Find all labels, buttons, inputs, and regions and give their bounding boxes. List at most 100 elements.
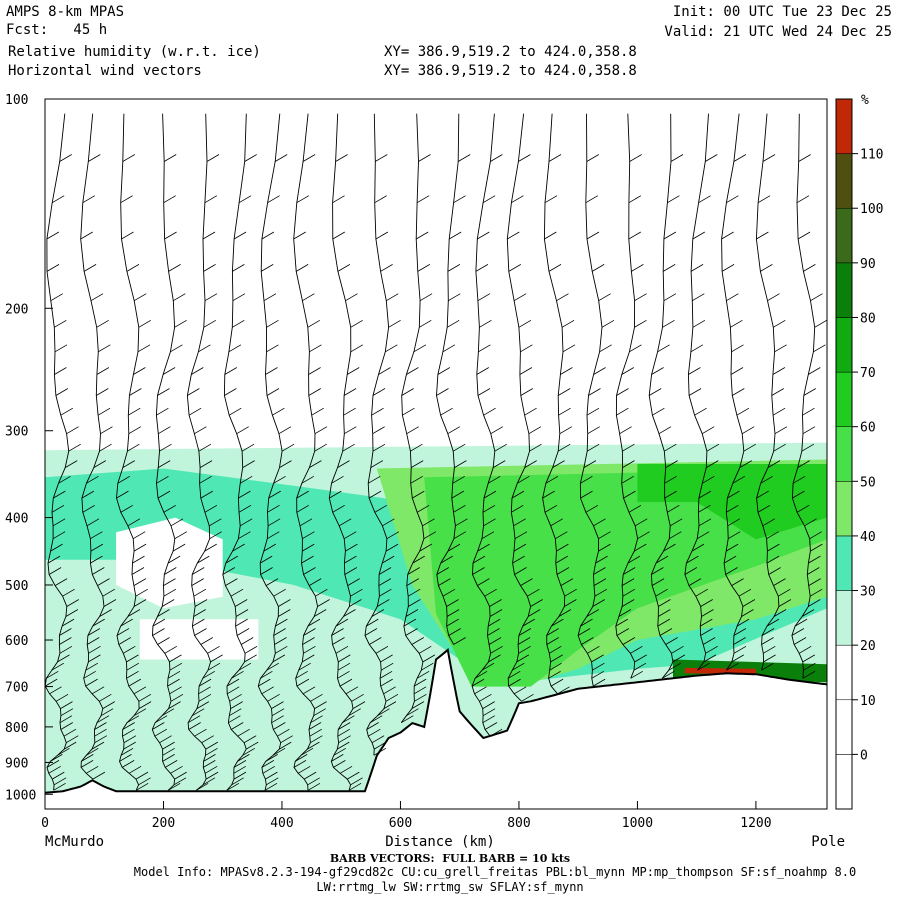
barb-flag [88,654,101,663]
barb-flag [479,693,492,702]
barb-flag [96,367,110,375]
barb-flag [343,609,356,617]
barb-flag [205,771,219,780]
barb-flag [266,319,279,328]
barb-flag [367,475,381,484]
barb-flag [170,518,184,527]
barb-flag [164,760,178,768]
barb-flag [476,367,490,375]
barb-flag [741,609,754,617]
barb-flag [187,388,200,396]
barb-flag [618,609,632,617]
barb-flag [265,771,278,780]
barb-flag [350,319,363,328]
barb-flag [132,555,145,564]
barb-flag [742,599,756,607]
barb-flag [46,264,60,272]
barb-flag [630,645,643,654]
barb-flag [238,195,252,204]
barb-flag [61,618,75,627]
barb-flag [477,578,490,586]
barb-flag [347,578,360,586]
barb-flag [731,344,744,353]
barb-flag [418,645,432,654]
barb-flag [93,460,107,468]
barb-flag [118,637,132,645]
wind-barbs [45,113,827,791]
barb-flag [416,670,430,679]
field-title: Relative humidity (w.r.t. ice) [8,44,261,60]
barb-flag [196,701,210,709]
barb-flag [371,407,384,416]
barb-flag [157,490,171,499]
barb-flag [803,264,816,272]
barb-flag [488,654,501,663]
barb-flag [524,460,537,468]
barb-flag [630,670,643,679]
barb-flag [66,735,79,744]
barb-flag [198,344,211,353]
barb-flag [59,637,72,645]
barb-flag [245,741,259,750]
barb-flag [655,555,669,564]
barb-flag [378,367,391,375]
barb-flag [163,504,177,513]
barb-flag [385,693,399,702]
barb-flag [490,426,504,435]
barb-flag [621,475,634,484]
barb-flag [266,388,280,396]
colorbar-segment [835,590,853,646]
barb-flag [278,609,291,617]
barb-flag [162,741,175,750]
barb-flag [696,531,710,540]
barb-flag [490,154,503,162]
barb-flag [725,543,739,552]
barb-flag [598,293,611,302]
barb-flag [167,678,180,687]
barb-flag [587,645,600,654]
barb-flag [593,367,606,375]
barb-flag [580,490,593,499]
barb-flag [413,686,427,695]
barb-column [328,113,354,791]
barb-flag [126,670,139,679]
barb-flag [163,154,177,162]
barb-flag [162,754,175,762]
barb-flag [446,599,459,607]
barb-flag [57,654,70,663]
barb-flag [207,645,220,654]
barb-flag [53,777,67,786]
barb-flag [803,662,816,671]
barb-flag [47,555,61,564]
barb-flag [226,782,240,791]
barb-flag [64,460,78,468]
barb-flag [308,367,321,375]
barb-flag [301,475,315,484]
barb-flag [637,531,650,540]
barb-flag [659,628,673,636]
barb-flag [814,319,827,328]
barb-flag [601,319,615,328]
barb-flag [193,609,206,617]
forecast-hour: Fcst: 45 h [6,22,108,38]
barb-flag [335,618,349,627]
barb-flag [797,231,811,240]
barb-flag [259,555,273,564]
barb-flag [244,654,257,663]
barb-flag [375,645,389,654]
barb-flag [725,567,738,575]
barb-flag [129,388,142,396]
barb-flag [545,475,559,484]
barb-flag [157,460,171,468]
barb-flag [97,407,111,416]
barb-flag [302,686,316,695]
barb-flag [343,388,357,396]
barb-flag [802,670,816,679]
barb-flag [664,475,677,484]
barb-flag [484,722,498,730]
barb-flag [403,618,417,627]
barb-flag [694,407,707,416]
barb-flag [233,771,247,780]
barb-flag [201,735,214,744]
